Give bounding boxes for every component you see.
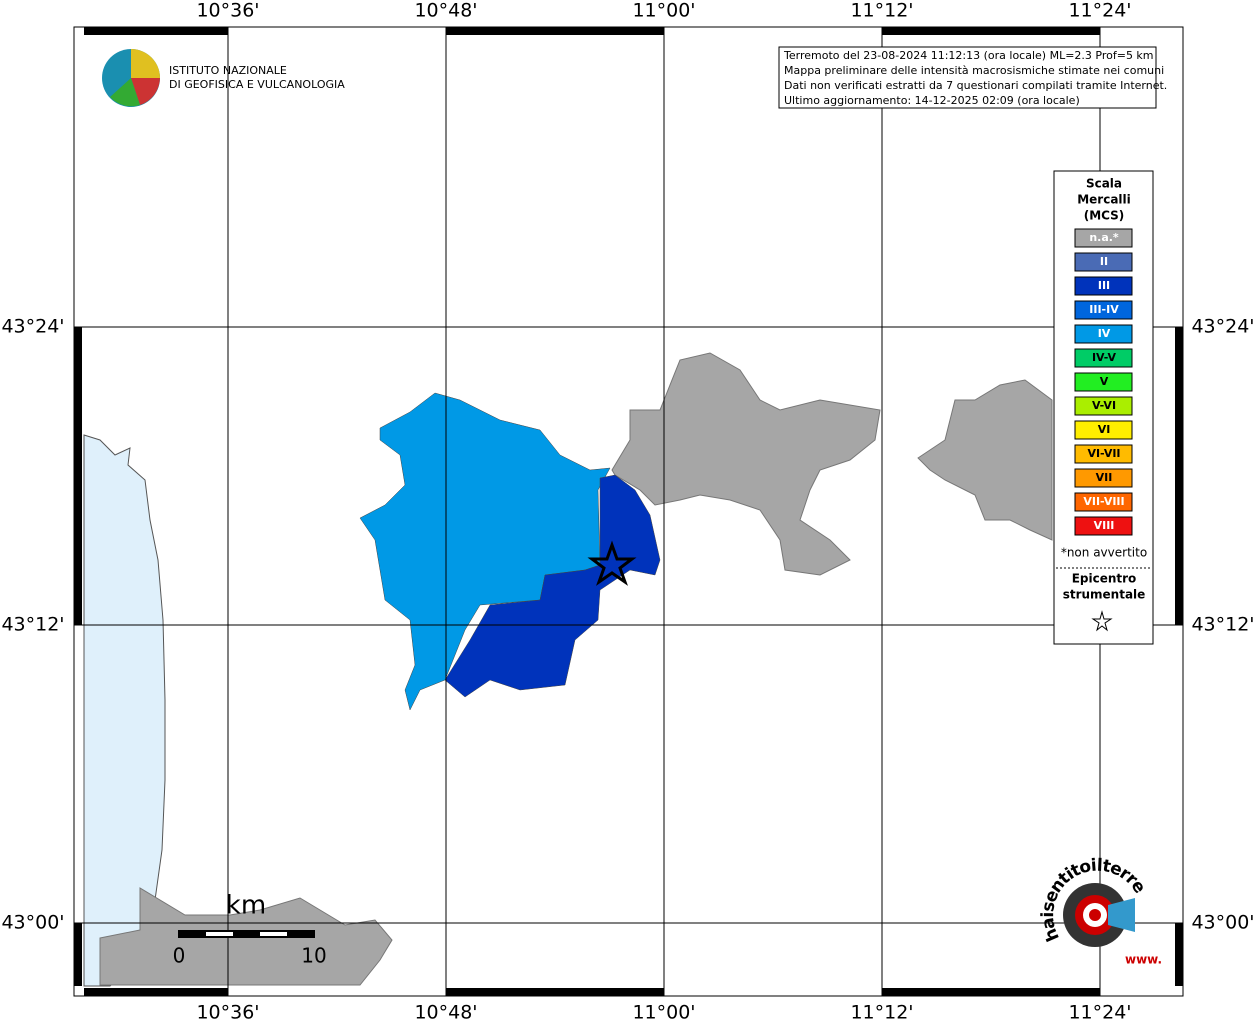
legend-label: VII-VIII xyxy=(1083,495,1124,508)
legend-note: *non avvertito xyxy=(1061,546,1147,560)
frame-bars xyxy=(74,27,1183,996)
na-area xyxy=(917,379,1053,541)
legend-swatch xyxy=(1074,420,1133,440)
legend-label: V-VI xyxy=(1092,399,1116,412)
lon-label: 10°48' xyxy=(414,0,477,22)
legend-epicenter: Epicentro xyxy=(1072,572,1137,586)
lon-label: 11°12' xyxy=(850,1002,913,1024)
legend-swatch xyxy=(1074,252,1133,272)
lon-label: 10°36' xyxy=(196,0,259,22)
lon-label: 11°00' xyxy=(632,1002,695,1024)
legend-title: Mercalli xyxy=(1077,193,1131,207)
legend-swatch xyxy=(1074,348,1133,368)
info-line: Dati non verificati estratti da 7 questi… xyxy=(784,79,1167,92)
legend-label: III xyxy=(1098,279,1110,292)
lon-label: 10°36' xyxy=(196,1002,259,1024)
lon-label: 11°24' xyxy=(1068,1002,1131,1024)
legend-epicenter: strumentale xyxy=(1063,588,1146,602)
legend-label: III-IV xyxy=(1089,303,1119,316)
scale-label: 0 xyxy=(173,944,186,968)
legend-swatch xyxy=(1074,300,1133,320)
ingv-logo: ISTITUTO NAZIONALE DI GEOFISICA E VULCAN… xyxy=(102,49,345,107)
logo-text: DI GEOFISICA E VULCANOLOGIA xyxy=(169,78,345,91)
lat-label: 43°12' xyxy=(1191,614,1254,636)
legend-swatch xyxy=(1074,516,1133,536)
legend-swatch xyxy=(1074,396,1133,416)
lat-label: 43°00' xyxy=(1,912,64,934)
legend-swatch xyxy=(1074,228,1133,248)
legend-label: n.a.* xyxy=(1089,231,1119,244)
legend-swatch xyxy=(1074,372,1133,392)
legend-label: II xyxy=(1100,255,1108,268)
legend-label: IV xyxy=(1098,327,1111,340)
legend-label: VIII xyxy=(1094,519,1115,532)
lon-label: 11°12' xyxy=(850,0,913,22)
epicenter-star xyxy=(587,540,637,586)
scale-label: 10 xyxy=(301,944,326,968)
legend-label: VI xyxy=(1098,423,1111,436)
intensity-iii xyxy=(444,474,661,698)
badge-www: www. xyxy=(1125,953,1162,967)
lat-label: 43°00' xyxy=(1191,912,1254,934)
lon-label: 10°48' xyxy=(414,1002,477,1024)
scale-unit: km xyxy=(226,891,266,921)
scale-bar: km 0 10 xyxy=(173,891,327,968)
logo-text: ISTITUTO NAZIONALE xyxy=(169,64,287,77)
legend-label: V xyxy=(1100,375,1109,388)
legend-label: VII xyxy=(1096,471,1113,484)
intensity-iv xyxy=(359,392,611,711)
legend-title: (MCS) xyxy=(1084,209,1125,223)
lat-label: 43°24' xyxy=(1,316,64,338)
lon-label: 11°00' xyxy=(632,0,695,22)
lat-label: 43°12' xyxy=(1,614,64,636)
na-area xyxy=(611,352,881,576)
info-line: Terremoto del 23-08-2024 11:12:13 (ora l… xyxy=(783,49,1154,62)
legend-label: IV-V xyxy=(1092,351,1117,364)
lon-label: 11°24' xyxy=(1068,0,1131,22)
legend-label: VI-VII xyxy=(1087,447,1120,460)
legend-swatch xyxy=(1074,492,1133,512)
lat-label: 43°24' xyxy=(1191,316,1254,338)
legend-title: Scala xyxy=(1086,177,1122,191)
info-line: Mappa preliminare delle intensità macros… xyxy=(784,64,1164,77)
legend-swatch xyxy=(1074,324,1133,344)
info-line: Ultimo aggiornamento: 14-12-2025 02:09 (… xyxy=(784,94,1080,107)
legend-swatch xyxy=(1074,468,1133,488)
legend-swatch xyxy=(1074,444,1133,464)
legend-star xyxy=(1091,610,1113,632)
legend-swatch xyxy=(1074,276,1133,296)
info-box xyxy=(778,46,1157,109)
